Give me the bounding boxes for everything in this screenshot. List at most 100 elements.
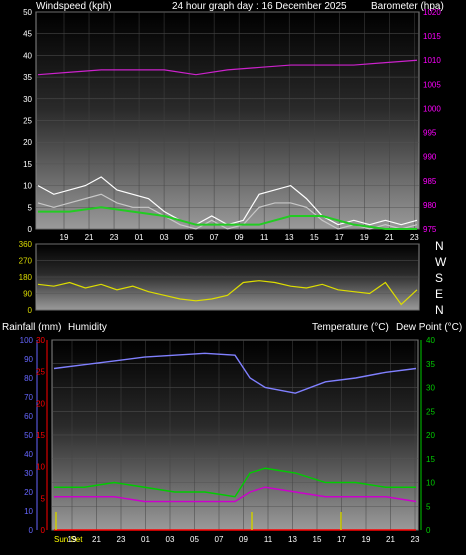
graph-title: 24 hour graph day : 16 December 2025 — [172, 1, 347, 12]
time-tick-label: 21 — [92, 535, 101, 544]
time-tick-label: 03 — [160, 233, 169, 242]
time-tick-label: 19 — [360, 233, 369, 242]
time-tick-label: 07 — [215, 535, 224, 544]
time-tick-label: 13 — [288, 535, 297, 544]
direction-tick-label: 0 — [28, 306, 33, 315]
humidity-tick-label: 80 — [24, 374, 33, 383]
compass-w: W — [435, 255, 447, 269]
rainfall-tick-labels: 0 5 10 15 20 25 30 — [36, 336, 45, 535]
barometer-tick-label: 985 — [423, 177, 437, 186]
rainfall-tick-label: 5 — [41, 494, 46, 503]
windspeed-tick-label: 50 — [23, 8, 32, 17]
time-tick-label: 19 — [362, 535, 371, 544]
windspeed-tick-label: 45 — [23, 30, 32, 39]
windspeed-tick-label: 10 — [23, 182, 32, 191]
windspeed-tick-label: 0 — [28, 225, 33, 234]
rainfall-tick-label: 20 — [36, 399, 45, 408]
time-tick-label: 09 — [239, 535, 248, 544]
time-tick-label: 07 — [210, 233, 219, 242]
time-tick-label: 11 — [260, 233, 269, 242]
barometer-tick-label: 1005 — [423, 80, 441, 89]
humidity-tick-label: 50 — [24, 431, 33, 440]
time-tick-label: 23 — [117, 535, 126, 544]
time-tick-label: 17 — [335, 233, 344, 242]
humidity-line — [53, 352, 417, 394]
sunset-label: Sun Set — [54, 535, 83, 544]
time-tick-label: 15 — [313, 535, 322, 544]
rainfall-tick-label: 0 — [41, 526, 46, 535]
humidity-axis-label: Humidity — [68, 322, 107, 333]
dew-point-line — [54, 486, 417, 503]
direction-tick-label: 90 — [23, 290, 32, 299]
rain-markers — [55, 512, 342, 530]
barometer-tick-labels: 975 980 985 990 995 1000 1005 1010 1015 1020 — [423, 8, 441, 234]
time-tick-label: 19 — [68, 535, 77, 544]
temperature-tick-label: 0 — [426, 526, 431, 535]
direction-tick-label: 270 — [19, 257, 33, 266]
wind-time-tick-labels: 19 21 23 01 03 05 07 09 11 13 15 17 19 21 23 — [60, 233, 420, 242]
temperature-axis-label: Temperature (°C) — [312, 322, 389, 333]
humidity-tick-label: 10 — [24, 507, 33, 516]
barometer-tick-label: 1020 — [423, 8, 441, 17]
temperature-tick-label: 35 — [426, 360, 435, 369]
time-tick-label: 09 — [235, 233, 244, 242]
temperature-tick-label: 5 — [426, 502, 431, 511]
time-tick-label: 21 — [386, 535, 395, 544]
time-tick-label: 05 — [190, 535, 199, 544]
compass-e: E — [435, 287, 443, 301]
time-tick-label: 23 — [110, 233, 119, 242]
windspeed-tick-label: 40 — [23, 51, 32, 60]
windspeed-tick-label: 5 — [28, 203, 33, 212]
barometer-tick-label: 990 — [423, 153, 437, 162]
climate-series — [53, 352, 417, 531]
windspeed-axis-label: Windspeed (kph) — [36, 1, 112, 12]
wind-series — [37, 59, 418, 230]
temperature-tick-label: 20 — [426, 431, 435, 440]
barometer-axis-label: Barometer (hpa) — [371, 1, 444, 12]
humidity-tick-labels: 0 10 20 30 40 50 60 70 80 90 100 — [20, 336, 34, 535]
direction-tick-label: 360 — [19, 240, 33, 249]
humidity-tick-label: 0 — [29, 526, 34, 535]
time-tick-label: 05 — [185, 233, 194, 242]
barometer-line — [37, 59, 418, 76]
humidity-tick-label: 90 — [24, 355, 33, 364]
time-tick-label: 21 — [85, 233, 94, 242]
barometer-tick-label: 980 — [423, 201, 437, 210]
temperature-line — [54, 467, 416, 498]
barometer-tick-label: 1015 — [423, 32, 441, 41]
direction-gridlines — [36, 243, 419, 311]
dewpoint-axis-label: Dew Point (°C) — [396, 322, 462, 333]
temperature-tick-label: 15 — [426, 455, 435, 464]
time-tick-label: 01 — [141, 535, 150, 544]
barometer-tick-label: 995 — [423, 129, 437, 138]
time-tick-label: 17 — [337, 535, 346, 544]
time-tick-label: 21 — [385, 233, 394, 242]
barometer-tick-label: 975 — [423, 225, 437, 234]
time-tick-label: 23 — [410, 233, 419, 242]
temperature-tick-label: 40 — [426, 336, 435, 345]
direction-tick-labels: 0 90 180 270 360 — [19, 240, 33, 315]
time-tick-label: 01 — [135, 233, 144, 242]
windspeed-tick-label: 20 — [23, 138, 32, 147]
compass-n-top: N — [435, 239, 444, 253]
time-tick-label: 15 — [310, 233, 319, 242]
barometer-tick-label: 1010 — [423, 56, 441, 65]
time-tick-label: 19 — [60, 233, 69, 242]
rainfall-tick-label: 25 — [36, 368, 45, 377]
wind-average-line — [38, 206, 417, 230]
direction-series — [37, 280, 418, 306]
windspeed-tick-labels: 0 5 10 15 20 25 30 35 40 45 50 — [23, 8, 32, 234]
humidity-tick-label: 20 — [24, 488, 33, 497]
time-tick-label: 13 — [285, 233, 294, 242]
humidity-tick-label: 40 — [24, 450, 33, 459]
rainfall-tick-label: 10 — [36, 463, 45, 472]
barometer-tick-label: 1000 — [423, 104, 441, 113]
humidity-tick-label: 30 — [24, 469, 33, 478]
rainfall-axis-label: Rainfall (mm) — [2, 322, 61, 333]
compass-n-bottom: N — [435, 303, 444, 317]
wind-direction-line — [37, 280, 418, 306]
windspeed-tick-label: 25 — [23, 117, 32, 126]
